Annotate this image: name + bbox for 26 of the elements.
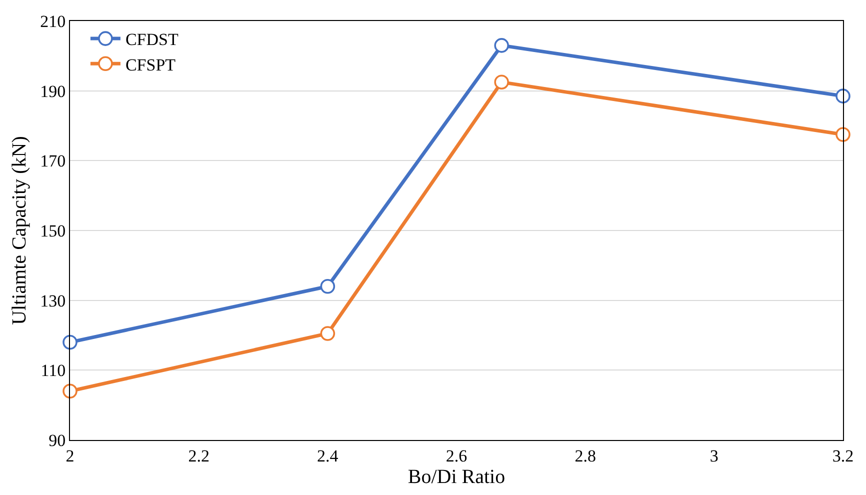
point <box>320 326 336 341</box>
x-tick-label: 3 <box>710 446 718 466</box>
point <box>62 384 78 399</box>
point <box>836 127 850 142</box>
legend-label: CFDST <box>125 30 179 50</box>
x-tick-label: 3.2 <box>832 446 854 466</box>
point <box>62 334 78 350</box>
point <box>836 88 850 104</box>
y-tick-label: 210 <box>40 12 66 31</box>
x-axis-title: Bo/Di Ratio <box>408 466 506 488</box>
y-tick-label: 170 <box>40 152 66 171</box>
legend-label: CFSPT <box>125 55 176 74</box>
x-tick-label: 2.2 <box>188 446 210 466</box>
y-tick-label: 110 <box>40 361 66 380</box>
x-tick-label: 2.8 <box>574 446 596 466</box>
x-tick-label: 2 <box>66 446 74 466</box>
point <box>494 38 509 53</box>
y-tick-label: 130 <box>40 291 66 310</box>
point <box>494 74 509 90</box>
y-tick-label: 190 <box>40 82 66 101</box>
y-tick-label: 90 <box>48 430 66 450</box>
point <box>320 278 336 294</box>
y-tick-label: 150 <box>40 221 66 240</box>
y-axis-title: Ultiamte Capacity (kN) <box>8 136 31 325</box>
x-tick-label: 2.4 <box>317 446 339 466</box>
x-tick-label: 2.6 <box>446 446 468 466</box>
